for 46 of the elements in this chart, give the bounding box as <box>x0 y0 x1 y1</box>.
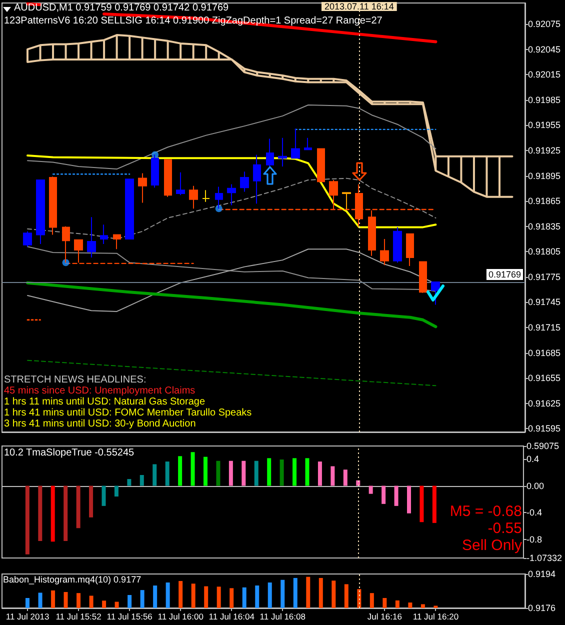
ref-line-label: 2013.07.11 16:14 <box>324 2 394 12</box>
annotation: M5 = -0.68 <box>450 503 522 520</box>
y-tick-label: 0.91655 <box>528 373 561 384</box>
annotation: 1 hrs 41 mins until USD: FOMC Member Tarullo Speaks <box>4 408 252 418</box>
y-tick-label: 0.91805 <box>528 246 561 257</box>
y-tick-label: 0.91835 <box>528 221 561 232</box>
y-tick-label: 0.91865 <box>528 196 561 206</box>
chart-title: Babon_Histogram.mq4(10) 0.9177 <box>3 574 142 584</box>
y-tick-label: 0.91685 <box>528 348 561 358</box>
y-tick-label: 0.91895 <box>528 170 561 181</box>
y-tick-label: 0.91625 <box>528 398 561 408</box>
y-tick-label: 0.00 <box>526 480 544 491</box>
x-tick-label: 11 Jul 16:08 <box>260 612 306 622</box>
y-tick-label: -0.8 <box>526 534 542 545</box>
annotation: Sell Only <box>462 537 522 554</box>
y-tick-label: 0.91715 <box>528 322 561 332</box>
y-tick-label: 0.92015 <box>528 70 561 80</box>
x-tick-label: 11 Jul 15:56 <box>106 612 153 622</box>
y-tick-label: 0.92045 <box>528 44 561 54</box>
y-tick-label: 0.9194 <box>528 569 556 579</box>
chart-title: 10.2 TmaSlopeTrue -0.55245 <box>4 448 135 458</box>
annotation: 3 hrs 41 mins until USD: 30-y Bond Auction <box>4 418 196 430</box>
y-tick-label: 0.92075 <box>528 19 561 30</box>
annotation: STRETCH NEWS HEADLINES: <box>4 374 146 386</box>
x-tick-label: 11 Jul 2013 <box>6 612 50 622</box>
y-tick-label: 0.91595 <box>528 424 561 434</box>
y-tick-label: 0.91925 <box>528 145 561 156</box>
x-tick-label: 11 Jul 16:20 <box>412 612 459 622</box>
x-tick-label: 11 Jul 16:00 <box>158 612 204 622</box>
annotation: 1 hrs 11 mins until USD: Natural Gas Storage <box>4 396 206 408</box>
y-tick-label: 0.59075 <box>526 441 560 451</box>
x-tick-label: 11 Jul 15:52 <box>56 612 102 622</box>
chart-title: AUDUSD,M1 0.91759 0.91769 0.91742 0.91769 <box>14 2 230 14</box>
annotation: 45 mins since USD: Unemployment Claims <box>4 386 196 396</box>
y-tick-label: 0.91955 <box>528 120 561 130</box>
annotation: -0.55 <box>488 520 522 537</box>
y-tick-label: 0.4 <box>526 454 539 464</box>
y-tick-label: -0.4 <box>526 508 542 518</box>
ref-line-label: 0.91769 <box>488 269 521 280</box>
x-tick-label: Jul 16:16 <box>367 612 402 622</box>
y-tick-label: 0.91745 <box>528 297 561 308</box>
y-tick-label: 0.91985 <box>528 94 561 105</box>
y-tick-label: 0.91775 <box>528 272 561 282</box>
y-tick-label: 0.9176 <box>528 603 556 613</box>
y-tick-label: -1.07332 <box>526 553 562 563</box>
x-tick-label: 11 Jul 16:04 <box>208 612 255 622</box>
